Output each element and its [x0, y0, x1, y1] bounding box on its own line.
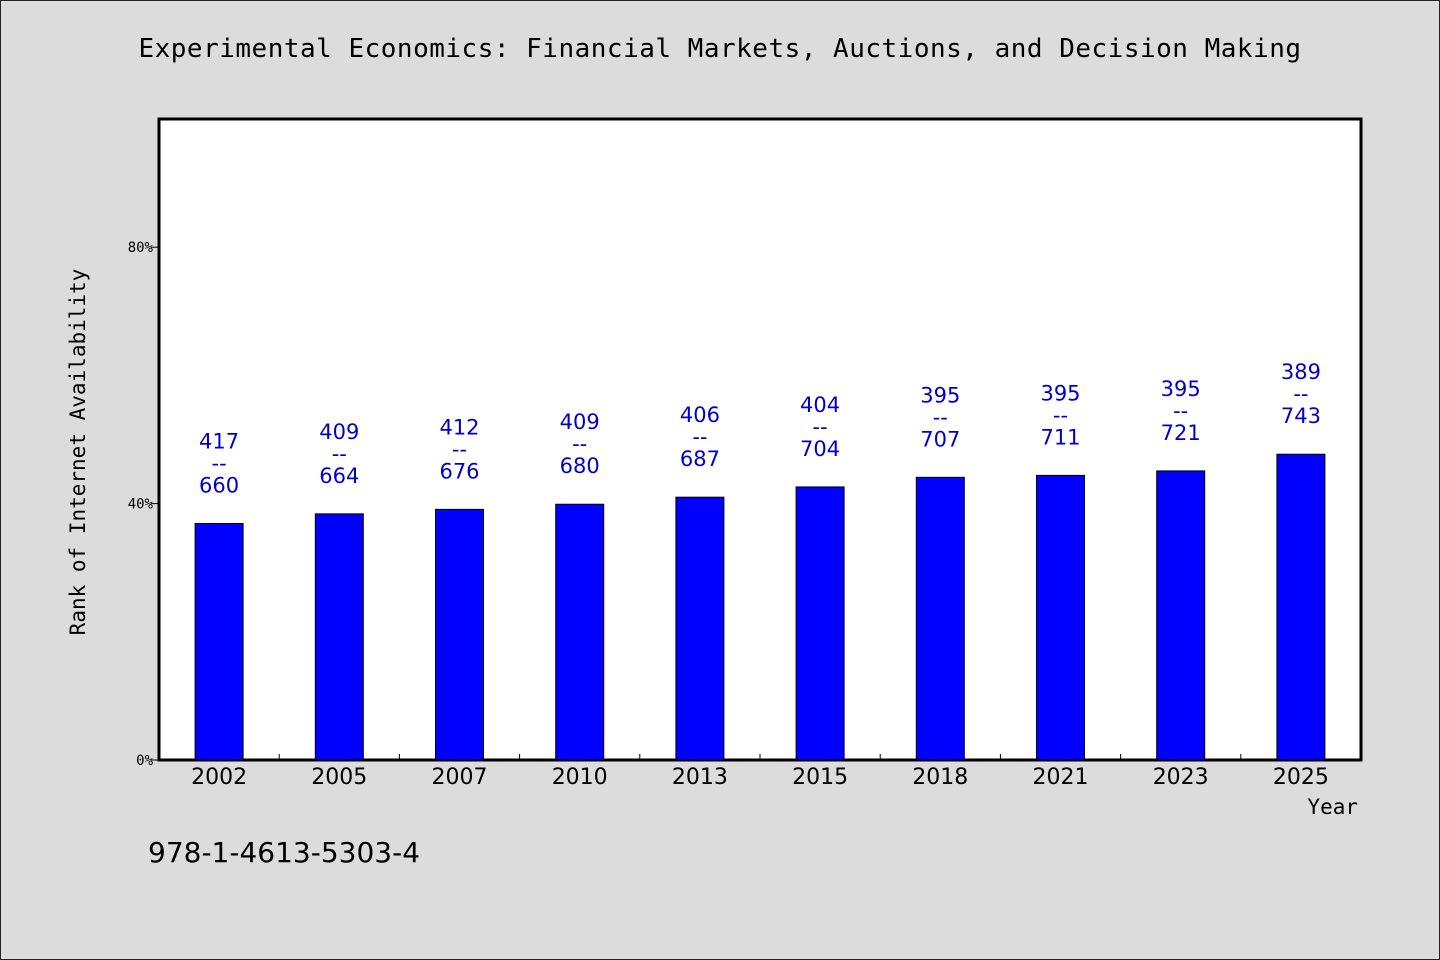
bars: [194, 453, 1326, 761]
x-tick-label: 2002: [191, 765, 247, 790]
bar-label-bottom: 704: [800, 437, 840, 461]
chart-title: Experimental Economics: Financial Market…: [138, 34, 1302, 64]
bar-label-top: 417: [199, 429, 239, 453]
isbn-footer: 978-1-4613-5303-4: [148, 836, 421, 869]
x-tick-label: 2021: [1033, 765, 1089, 790]
bar-label-sep: --: [1293, 382, 1308, 406]
x-axis: 2002 2005 2007 2010 2013 2015 2018 2021 2023 2025: [191, 754, 1329, 790]
bar-label-top: 412: [439, 415, 479, 439]
bar-label-top: 406: [680, 403, 720, 427]
bar-label-sep: --: [332, 442, 347, 466]
bar: [675, 496, 725, 761]
bar-label-top: 395: [920, 383, 960, 407]
x-tick-label: 2013: [672, 765, 728, 790]
bar-label-sep: --: [212, 451, 227, 475]
bar-label-bottom: 743: [1281, 404, 1321, 428]
bar-label-sep: --: [1053, 403, 1068, 427]
x-tick-label: 2025: [1273, 765, 1329, 790]
bar: [435, 508, 484, 761]
bar: [314, 513, 364, 761]
bar: [1156, 470, 1206, 761]
bar-label-bottom: 680: [560, 454, 600, 478]
bar-label-sep: --: [572, 432, 587, 456]
x-tick-label: 2015: [792, 765, 848, 790]
bar-label-sep: --: [1173, 399, 1188, 423]
x-tick-label: 2007: [432, 765, 488, 790]
bar-labels: 417--660409--664412--676409--680406--687…: [199, 360, 1321, 497]
x-tick-label: 2005: [311, 765, 367, 790]
x-tick-label: 2010: [552, 765, 608, 790]
bar-label-bottom: 711: [1040, 425, 1080, 449]
bar-label-top: 409: [560, 410, 600, 434]
bar-label-bottom: 676: [439, 459, 479, 483]
bar-label-sep: --: [933, 405, 948, 429]
bar: [194, 522, 244, 761]
bar-label-top: 395: [1040, 381, 1080, 405]
y-tick-label: 0%: [136, 753, 153, 769]
y-axis: 0% 40% 80%: [128, 240, 159, 769]
x-tick-label: 2023: [1153, 765, 1209, 790]
bar-label-top: 404: [800, 393, 840, 417]
x-tick-label: 2018: [912, 765, 968, 790]
bar-label-top: 409: [319, 420, 359, 444]
bar-label-top: 389: [1281, 360, 1321, 384]
bar-label-sep: --: [692, 425, 707, 449]
bar-label-bottom: 687: [680, 447, 720, 471]
y-tick-label: 40%: [128, 497, 154, 513]
bar-label-bottom: 721: [1161, 421, 1201, 445]
bar: [1276, 453, 1326, 761]
bar: [795, 486, 845, 761]
bar-label-bottom: 664: [319, 464, 359, 488]
bar-label-bottom: 707: [920, 427, 960, 451]
bar: [555, 503, 605, 761]
bar: [915, 476, 965, 761]
bar: [1036, 474, 1085, 761]
x-axis-label: Year: [1307, 795, 1358, 819]
bar-label-bottom: 660: [199, 473, 239, 497]
bar-label-sep: --: [813, 415, 828, 439]
bar-label-top: 395: [1161, 377, 1201, 401]
y-tick-label: 80%: [128, 240, 154, 256]
bar-label-sep: --: [452, 437, 467, 461]
